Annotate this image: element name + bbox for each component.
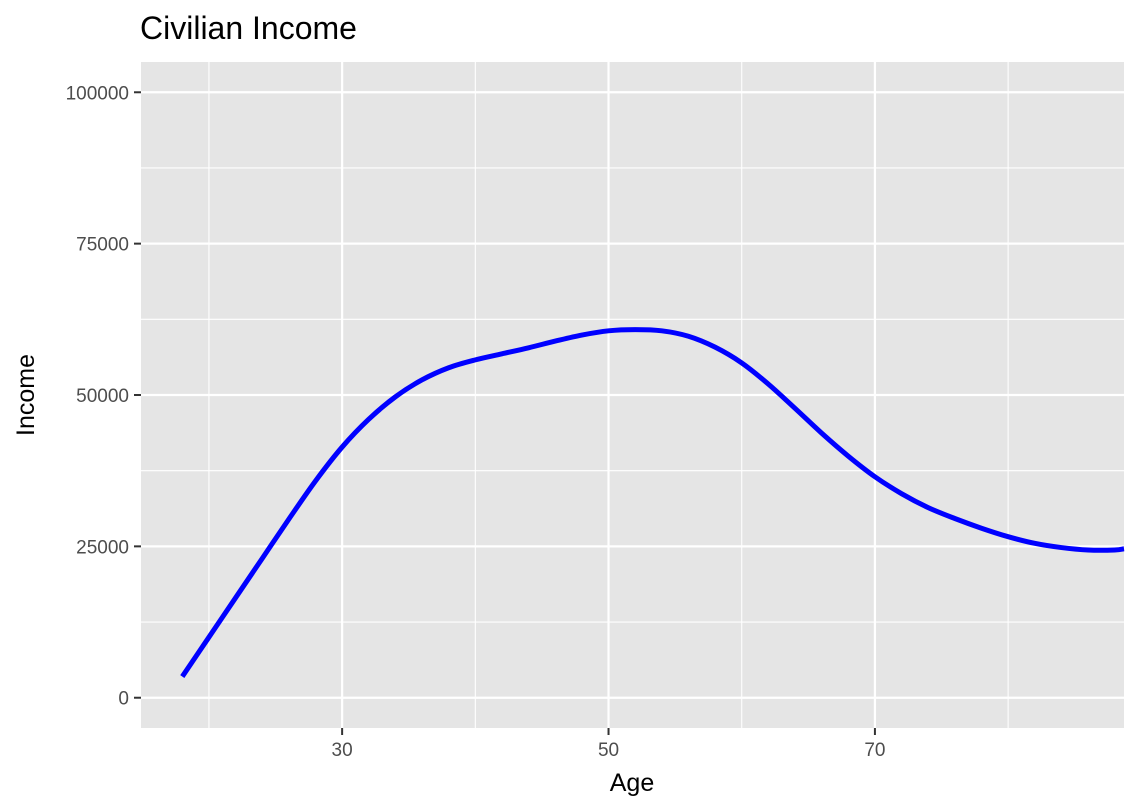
tick-labels: 30 50 70 0 25000 50000 75000 100000 bbox=[66, 83, 886, 761]
major-gridlines bbox=[141, 62, 1124, 728]
y-tick-label: 100000 bbox=[66, 83, 129, 104]
y-axis-title: Income bbox=[12, 354, 40, 436]
x-tick-label: 50 bbox=[598, 740, 619, 761]
series-layer bbox=[180, 327, 1125, 678]
y-tick-label: 75000 bbox=[76, 235, 129, 256]
y-tick-label: 25000 bbox=[76, 537, 129, 558]
x-axis-title: Age bbox=[610, 769, 654, 797]
axis-ticks bbox=[134, 91, 876, 735]
y-tick-label: 50000 bbox=[76, 386, 129, 407]
y-tick-label: 0 bbox=[118, 689, 129, 710]
series-line bbox=[180, 327, 1125, 678]
x-tick-label: 30 bbox=[332, 740, 353, 761]
x-tick-label: 70 bbox=[864, 740, 885, 761]
chart-title: Civilian Income bbox=[140, 10, 357, 46]
